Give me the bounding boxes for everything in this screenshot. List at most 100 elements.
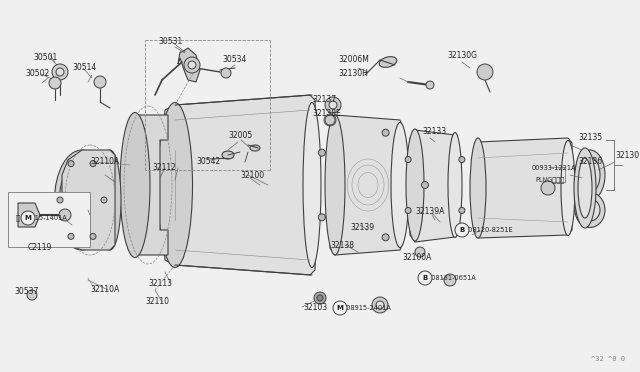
Circle shape [415, 247, 425, 257]
Circle shape [21, 211, 35, 225]
Text: 32130H: 32130H [338, 68, 368, 77]
Polygon shape [178, 48, 200, 82]
Circle shape [444, 274, 456, 286]
Text: 32100A: 32100A [402, 253, 431, 263]
Polygon shape [62, 150, 115, 250]
Text: 32130: 32130 [615, 151, 639, 160]
Text: 32137: 32137 [312, 96, 336, 105]
Text: 32139: 32139 [350, 224, 374, 232]
Circle shape [94, 76, 106, 88]
Circle shape [184, 57, 200, 73]
Text: 30537: 30537 [14, 288, 38, 296]
Circle shape [418, 271, 432, 285]
Ellipse shape [448, 132, 462, 237]
Text: B: B [460, 227, 465, 233]
Text: 32100: 32100 [240, 170, 264, 180]
Ellipse shape [68, 174, 96, 226]
Polygon shape [18, 203, 40, 227]
Circle shape [333, 301, 347, 315]
Ellipse shape [406, 129, 424, 241]
Ellipse shape [157, 103, 193, 267]
Text: 30502: 30502 [25, 70, 49, 78]
Circle shape [188, 61, 196, 69]
Text: 30542: 30542 [196, 157, 220, 167]
Text: 32130G: 32130G [447, 51, 477, 60]
Ellipse shape [580, 157, 600, 192]
Text: M: M [337, 305, 344, 311]
Circle shape [382, 234, 389, 241]
Text: 32136: 32136 [578, 157, 602, 167]
Circle shape [57, 197, 63, 203]
Circle shape [455, 223, 469, 237]
Ellipse shape [470, 138, 486, 238]
Ellipse shape [250, 145, 260, 151]
Ellipse shape [303, 103, 321, 267]
Circle shape [101, 197, 107, 203]
Text: Ⓑ 08120-8251E: Ⓑ 08120-8251E [462, 227, 513, 233]
Text: C2119: C2119 [28, 243, 52, 251]
Text: 32005: 32005 [228, 131, 252, 140]
Circle shape [422, 182, 429, 189]
Text: B: B [422, 275, 428, 281]
Text: ^32 ^0 0: ^32 ^0 0 [591, 356, 625, 362]
Text: 32110: 32110 [145, 298, 169, 307]
Text: Ⓜ 08915-2401A: Ⓜ 08915-2401A [340, 305, 391, 311]
Text: 32006M: 32006M [338, 55, 369, 64]
Bar [8, 192, 90, 247]
Text: 32139A: 32139A [415, 208, 444, 217]
Ellipse shape [578, 158, 592, 218]
Text: 32110A: 32110A [90, 157, 119, 167]
Circle shape [318, 214, 325, 221]
Ellipse shape [391, 122, 409, 247]
Text: 00933-1221A: 00933-1221A [532, 165, 577, 171]
Circle shape [405, 208, 411, 214]
Ellipse shape [60, 159, 104, 241]
Ellipse shape [574, 148, 596, 228]
Circle shape [376, 301, 384, 309]
Circle shape [382, 129, 389, 136]
Text: 32113: 32113 [148, 279, 172, 289]
Circle shape [68, 233, 74, 239]
Circle shape [221, 68, 231, 78]
Ellipse shape [99, 150, 121, 250]
Circle shape [314, 292, 326, 304]
Polygon shape [120, 115, 168, 255]
Text: 30501: 30501 [33, 54, 57, 62]
Circle shape [27, 290, 37, 300]
Circle shape [329, 101, 337, 109]
Text: Ⓑ 08131-0651A: Ⓑ 08131-0651A [425, 275, 476, 281]
Text: 32133: 32133 [422, 128, 446, 137]
Text: Ⓜ 08915-1401A: Ⓜ 08915-1401A [16, 215, 67, 221]
Ellipse shape [120, 112, 150, 257]
Circle shape [477, 64, 493, 80]
Text: 30534: 30534 [222, 55, 246, 64]
Circle shape [90, 161, 96, 167]
Circle shape [318, 149, 325, 156]
Circle shape [68, 161, 74, 167]
Text: 32110A: 32110A [90, 285, 119, 295]
Polygon shape [408, 130, 457, 242]
Ellipse shape [575, 192, 605, 228]
Circle shape [405, 157, 411, 163]
Circle shape [541, 181, 555, 195]
Ellipse shape [380, 57, 397, 67]
Circle shape [426, 81, 434, 89]
Circle shape [459, 157, 465, 163]
Polygon shape [472, 138, 572, 238]
Ellipse shape [74, 185, 90, 215]
Text: PLUGプラグ: PLUGプラグ [535, 177, 564, 183]
Text: 30514: 30514 [72, 64, 96, 73]
Circle shape [52, 64, 68, 80]
Circle shape [325, 97, 341, 113]
Text: 30531: 30531 [158, 38, 182, 46]
Circle shape [59, 209, 71, 221]
Circle shape [372, 297, 388, 313]
Circle shape [90, 233, 96, 239]
Ellipse shape [325, 115, 345, 255]
Text: 32112: 32112 [152, 164, 176, 173]
Ellipse shape [580, 199, 600, 221]
Text: 32103: 32103 [303, 302, 327, 311]
Circle shape [317, 295, 323, 301]
Ellipse shape [561, 141, 575, 235]
Text: 32135: 32135 [578, 134, 602, 142]
